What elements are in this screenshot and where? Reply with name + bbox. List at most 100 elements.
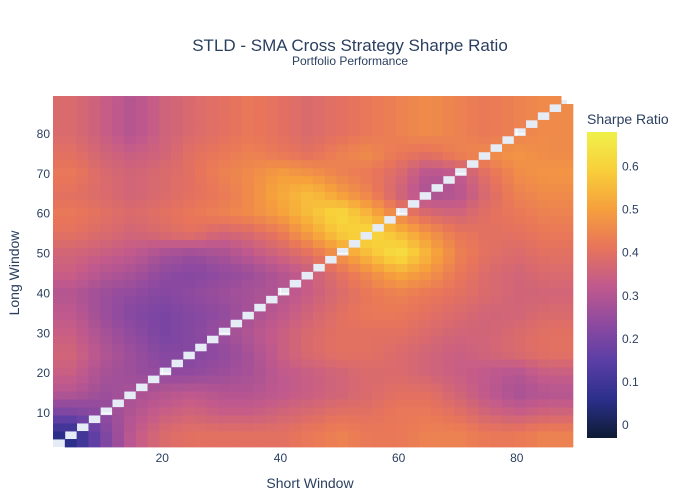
heatmap-cell xyxy=(194,151,208,161)
heatmap-cell xyxy=(135,119,148,129)
heatmap-cell xyxy=(76,255,89,264)
heatmap-cell xyxy=(100,271,113,280)
heatmap-cell xyxy=(561,215,574,225)
heatmap-cell xyxy=(301,335,314,344)
heatmap-cell xyxy=(147,415,160,424)
heatmap-cell xyxy=(182,119,196,129)
heatmap-cell xyxy=(466,183,479,193)
heatmap-cell xyxy=(253,383,267,392)
heatmap-cell xyxy=(206,175,219,185)
heatmap-cell xyxy=(502,415,515,424)
heatmap-cell xyxy=(348,263,361,272)
heatmap-cell xyxy=(147,119,160,129)
heatmap-cell xyxy=(360,191,373,201)
heatmap-cell xyxy=(336,191,349,201)
heatmap-cell xyxy=(112,151,125,161)
heatmap-cell xyxy=(100,135,113,145)
heatmap-cell xyxy=(442,287,456,296)
heatmap-cell xyxy=(431,391,444,400)
heatmap-cell xyxy=(549,431,562,440)
heatmap-cell xyxy=(561,335,574,344)
heatmap-cell xyxy=(64,127,78,137)
heatmap-cell xyxy=(336,223,349,233)
heatmap-cell xyxy=(135,183,148,193)
heatmap-cell xyxy=(53,311,66,320)
heatmap-cell xyxy=(478,103,491,113)
heatmap-cell xyxy=(159,407,172,416)
heatmap-cell xyxy=(490,207,503,217)
heatmap-cell xyxy=(490,319,503,328)
heatmap-cell xyxy=(100,159,113,169)
heatmap-cell xyxy=(147,271,160,280)
heatmap-cell xyxy=(372,343,385,352)
heatmap-cell xyxy=(206,103,219,113)
heatmap-cell xyxy=(525,207,538,217)
heatmap-cell xyxy=(549,159,562,169)
heatmap-cell xyxy=(442,407,456,416)
heatmap-cell xyxy=(466,103,479,113)
heatmap-cell xyxy=(76,351,89,360)
heatmap-cell xyxy=(431,335,444,344)
x-axis-title: Short Window xyxy=(266,475,354,491)
heatmap-cell xyxy=(182,215,196,225)
heatmap-cell xyxy=(53,207,66,217)
heatmap-cell xyxy=(549,359,562,368)
heatmap-cell xyxy=(383,223,397,233)
heatmap-cell xyxy=(112,223,125,233)
heatmap-cell xyxy=(88,327,101,336)
heatmap-cell xyxy=(230,295,243,304)
heatmap-cell xyxy=(395,279,408,288)
heatmap-cell xyxy=(312,96,326,105)
heatmap-cell xyxy=(478,287,491,296)
heatmap-cell xyxy=(76,279,89,288)
heatmap-cell xyxy=(442,359,456,368)
heatmap-cell xyxy=(348,127,361,137)
heatmap-cell xyxy=(513,255,527,264)
heatmap-cell xyxy=(171,295,184,304)
heatmap-cell xyxy=(206,415,219,424)
heatmap-cell xyxy=(360,279,373,288)
heatmap-cell xyxy=(64,215,78,225)
heatmap-cell xyxy=(277,167,290,177)
heatmap-cell xyxy=(182,399,196,408)
heatmap-cell xyxy=(348,159,361,169)
heatmap-cell xyxy=(442,391,456,400)
heatmap-cell xyxy=(407,255,420,264)
heatmap-cell xyxy=(206,351,219,360)
heatmap-cell xyxy=(442,431,456,440)
y-tick-label: 30 xyxy=(37,326,51,340)
heatmap-cell xyxy=(478,167,491,177)
heatmap-cell xyxy=(76,167,89,177)
heatmap-cell xyxy=(277,191,290,201)
heatmap-cell xyxy=(277,359,290,368)
heatmap-cell xyxy=(407,239,420,248)
x-tick-label: 80 xyxy=(510,451,524,465)
heatmap-cell xyxy=(123,159,137,169)
heatmap-cell xyxy=(301,127,314,137)
heatmap-cell xyxy=(502,343,515,352)
heatmap-cell xyxy=(431,175,444,185)
heatmap-cell xyxy=(123,103,137,113)
heatmap-cell xyxy=(230,143,243,153)
heatmap-cell xyxy=(537,295,550,304)
heatmap-cell xyxy=(171,343,184,352)
heatmap-cell xyxy=(419,303,432,312)
heatmap-cell xyxy=(372,287,385,296)
heatmap-cell xyxy=(431,407,444,416)
heatmap-cell xyxy=(171,287,184,296)
heatmap-cell xyxy=(171,96,184,105)
heatmap-cell xyxy=(123,167,137,177)
heatmap-cell xyxy=(395,295,408,304)
heatmap-cell xyxy=(537,287,550,296)
chart-title: STLD - SMA Cross Strategy Sharpe Ratio xyxy=(192,36,508,55)
heatmap-cell xyxy=(182,199,196,209)
heatmap-cell xyxy=(442,143,456,153)
heatmap-cell xyxy=(537,103,550,113)
heatmap-cell xyxy=(147,159,160,169)
heatmap-cell xyxy=(383,135,397,145)
heatmap-cell xyxy=(159,311,172,320)
heatmap-cell xyxy=(312,255,326,264)
heatmap-cell xyxy=(324,183,337,193)
colorbar-tick-label: 0.3 xyxy=(622,289,639,303)
heatmap-cell xyxy=(525,431,538,440)
